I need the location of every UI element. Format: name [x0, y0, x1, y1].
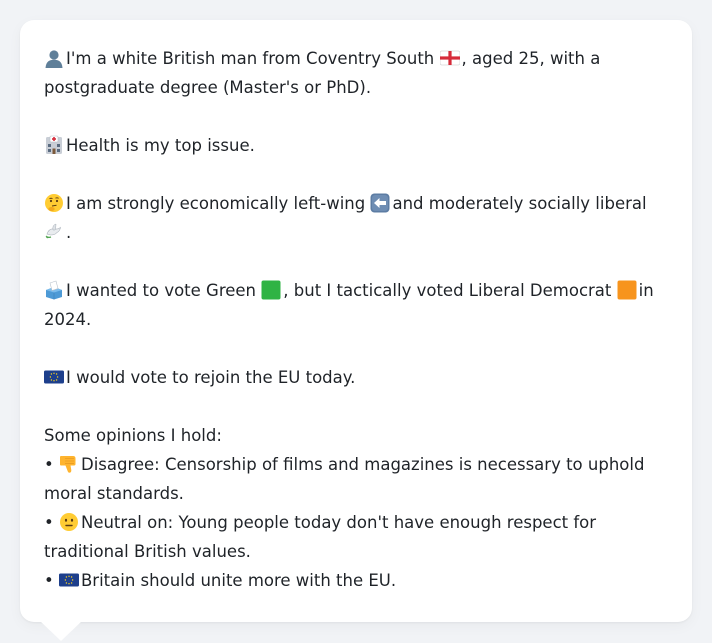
- hospital-icon: [44, 135, 64, 155]
- england-flag-icon: [439, 48, 460, 68]
- bust-in-silhouette-icon: [44, 48, 64, 68]
- neutral-face-icon: [59, 512, 79, 532]
- orange-square-icon: [617, 280, 637, 300]
- left-arrow-icon: [370, 193, 390, 213]
- opinion-item: • Disagree: Censorship of films and maga…: [44, 450, 668, 508]
- vote-paragraph: I wanted to vote Green , but I tacticall…: [44, 276, 668, 334]
- opinion-text: Britain should unite more with the EU.: [80, 571, 397, 590]
- opinion-text: Disagree: Censorship of films and magazi…: [44, 455, 645, 503]
- opinion-text: Neutral on: Young people today don't hav…: [44, 513, 597, 561]
- ballot-box-icon: [44, 280, 64, 300]
- opinion-item: • Neutral on: Young people today don't h…: [44, 508, 668, 566]
- issue-paragraph: Health is my top issue.: [44, 131, 668, 160]
- issue-text: Health is my top issue.: [66, 136, 255, 155]
- eu-paragraph: I would vote to rejoin the EU today.: [44, 363, 668, 392]
- intro-paragraph: I'm a white British man from Coventry So…: [44, 44, 668, 102]
- intro-text: I'm a white British man from Coventry So…: [66, 49, 435, 68]
- opinion-item: • Britain should unite more with the EU.: [44, 566, 668, 595]
- bubble-tail: [40, 621, 82, 641]
- eu-flag-icon: [58, 570, 79, 590]
- vote-text-b: , but I tactically voted Liberal Democra…: [283, 281, 612, 300]
- opinions-heading: Some opinions I hold:: [44, 426, 222, 445]
- ideology-end: .: [66, 223, 72, 242]
- bullet-dot: •: [44, 455, 54, 474]
- vote-text-a: I wanted to vote Green: [66, 281, 257, 300]
- green-square-icon: [261, 280, 281, 300]
- vote-text-c: in 2024.: [44, 281, 654, 329]
- thumbs-down-icon: [59, 454, 79, 474]
- bullet-dot: •: [44, 571, 54, 590]
- thinking-face-icon: [44, 193, 64, 213]
- chat-bubble: I'm a white British man from Coventry So…: [20, 20, 692, 622]
- ideology-text-b: and moderately socially liberal: [392, 194, 647, 213]
- intro-rest-text: , aged 25, with a postgraduate degree (M…: [44, 49, 601, 97]
- ideology-text-a: I am strongly economically left-wing: [66, 194, 366, 213]
- eu-flag-icon: [44, 367, 64, 387]
- bullet-dot: •: [44, 513, 54, 532]
- ideology-paragraph: I am strongly economically left-wing and…: [44, 189, 668, 247]
- eu-text: I would vote to rejoin the EU today.: [66, 368, 356, 387]
- dove-icon: [44, 222, 64, 242]
